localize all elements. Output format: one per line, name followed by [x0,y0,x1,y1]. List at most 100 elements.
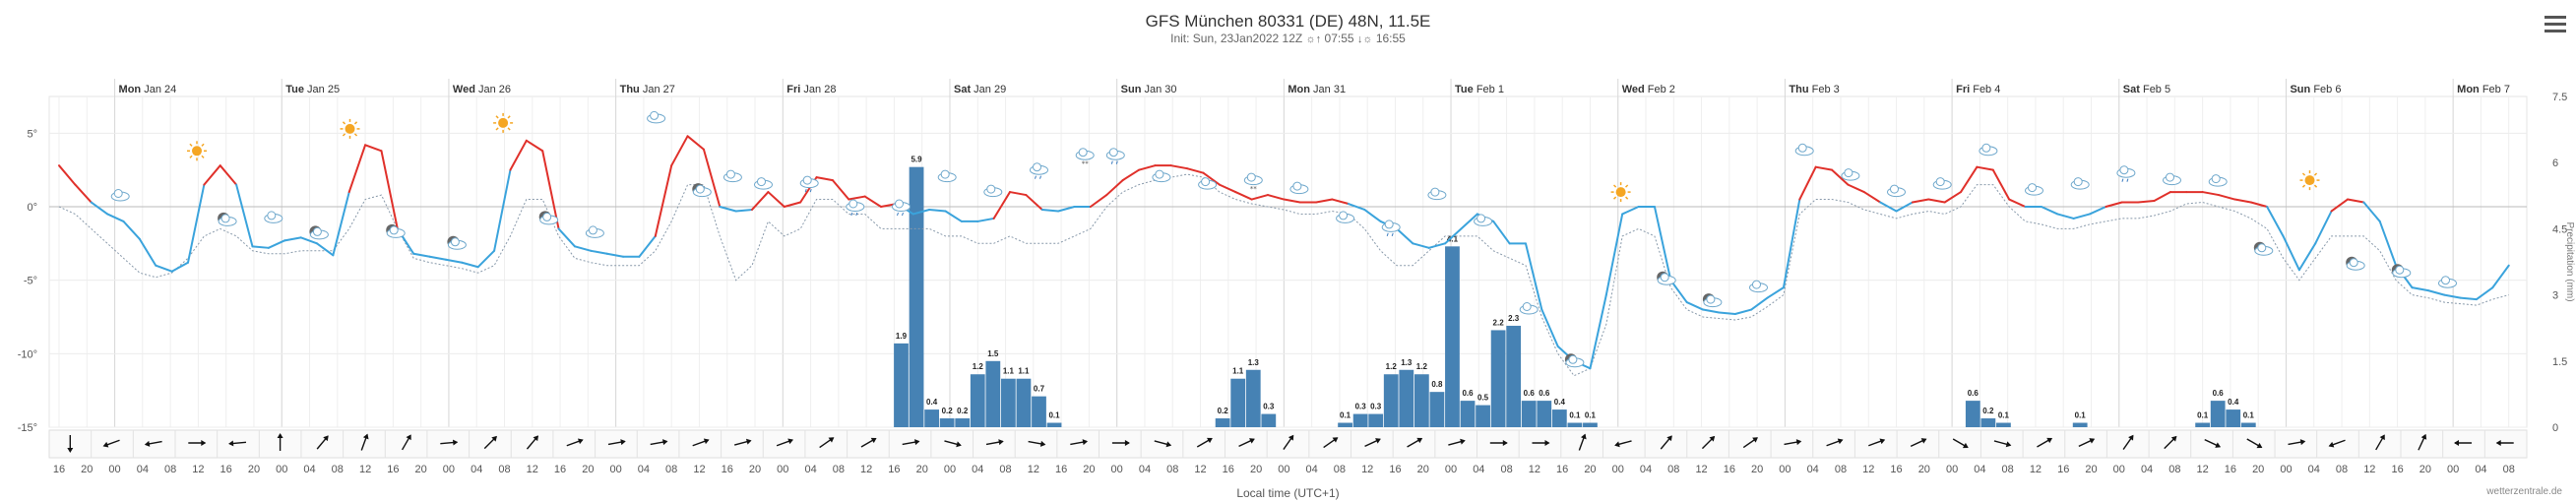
sun-ray [507,127,511,131]
day-label: Sat Jan 29 [954,84,1006,95]
x-axis-title: Local time (UTC+1) [1236,486,1340,500]
precip-data-label: 1.1 [1003,367,1015,376]
cloud-puff [312,226,322,236]
precip-bar [1551,409,1567,427]
sun-core [1615,187,1626,198]
wind-arrow-icon [985,439,1004,446]
cloud-puff [1797,143,1807,153]
wind-arrow-head [2454,440,2459,446]
temperature-line-segment [1621,206,1640,216]
wind-arrow-icon [316,435,329,450]
temperature-line-segment [2089,206,2107,216]
precip-bar [1445,246,1460,427]
precip-bar [1567,422,1583,427]
temperature-line-segment [605,252,625,258]
precip-bar [924,409,939,427]
temperature-line-segment [2282,234,2300,272]
rain-drop [1391,232,1394,237]
hour-tick-label: 16 [888,464,900,475]
precip-bar [2210,401,2226,427]
temperature-line-segment [1057,206,1076,213]
cloud-night-icon [692,183,712,198]
precip-data-label: 0.2 [942,407,954,415]
hour-tick-label: 12 [527,464,538,475]
wind-arrow-head [870,437,877,444]
day-label: Wed Feb 2 [1622,84,1675,95]
wind-arrow-head [1288,434,1294,441]
precip-bar [1000,378,1016,427]
precip-data-label: 0.6 [1539,389,1550,398]
wind-arrow-head [2089,438,2096,444]
hour-tick-label: 08 [665,464,677,475]
sunrise-icon: ☼↑ [1305,33,1322,45]
precip-data-label: 0.1 [1048,411,1060,420]
sun-ray [353,121,358,125]
day-label: Fri Jan 28 [786,84,836,95]
hour-tick-label: 04 [1139,464,1151,475]
wind-arrow-icon [2204,438,2222,448]
precip-bar [1521,401,1537,427]
rain-drop [2126,178,2129,182]
sun-ray [1625,196,1629,200]
y-right-tick-label: 7.5 [2552,92,2567,103]
temperature-line-segment [203,164,221,186]
hour-tick-label: 00 [1946,464,1958,475]
precip-bar [894,343,909,427]
y-left-tick-label: -5° [24,276,37,287]
precip-bar [1490,330,1506,427]
hamburger-menu-icon[interactable] [2545,16,2566,36]
precip-data-label: 5.9 [911,156,922,164]
temperature-line-segment [2072,213,2092,220]
rain-drop [2121,178,2124,182]
hour-tick-label: 16 [1890,464,1902,475]
hour-tick-label: 00 [1612,464,1624,475]
cloud-icon [2208,174,2228,187]
cloud-night-icon [2391,264,2412,279]
y-right-axis-title: Precipitation (mm) [2564,221,2575,301]
cloud-puff [1522,302,1532,311]
precip-bar [1429,392,1445,427]
cloud-icon [110,189,130,202]
hour-tick-label: 08 [1500,464,1512,475]
temperature-line-segment [767,191,785,208]
precip-data-label: 0.1 [2197,411,2209,420]
hour-tick-label: 08 [1667,464,1679,475]
temperature-line-segment [1218,183,1237,194]
precip-bar [1383,374,1399,427]
cloud-icon [585,225,604,238]
credit-label: wetterzentrale.de [2486,486,2562,497]
precip-bar [1980,418,1996,427]
temperature-line-segment [380,150,399,230]
precip-bar [2072,422,2088,427]
precip-bar [1965,401,1980,427]
wind-arrow-head [2299,439,2306,446]
temperature-line-segment [734,208,754,213]
sun-ray [507,115,511,119]
temperature-line-segment [1492,220,1511,245]
temperature-line-segment [2330,198,2349,213]
temperature-line-segment [670,135,689,167]
temperature-line-segment [74,183,93,204]
temperature-line-segment [1831,168,1850,186]
temperature-line-segment [1250,194,1269,201]
hour-tick-label: 00 [276,464,287,475]
sun-ray [2301,172,2306,176]
wind-arrow-icon [2375,434,2385,451]
cloud-icon [1749,280,1768,293]
rain-drop [897,212,899,217]
precip-bar [1583,422,1598,427]
precip-bar [1032,396,1046,427]
rain-drop [809,188,812,193]
hour-tick-label: 12 [1194,464,1206,475]
temperature-line-segment [751,191,770,211]
temperature-line-segment [412,252,431,258]
wind-arrow-head [453,439,459,446]
cloud-puff [1844,168,1853,178]
precip-data-label: 1.2 [973,362,984,371]
sunrise-time: 07:55 [1324,31,1354,45]
cloud-night-icon [309,225,329,240]
cloud-puff [986,184,996,194]
hour-tick-label: 08 [164,464,176,475]
cloud-night-icon [386,223,406,238]
temperature-line-segment [1315,198,1334,204]
